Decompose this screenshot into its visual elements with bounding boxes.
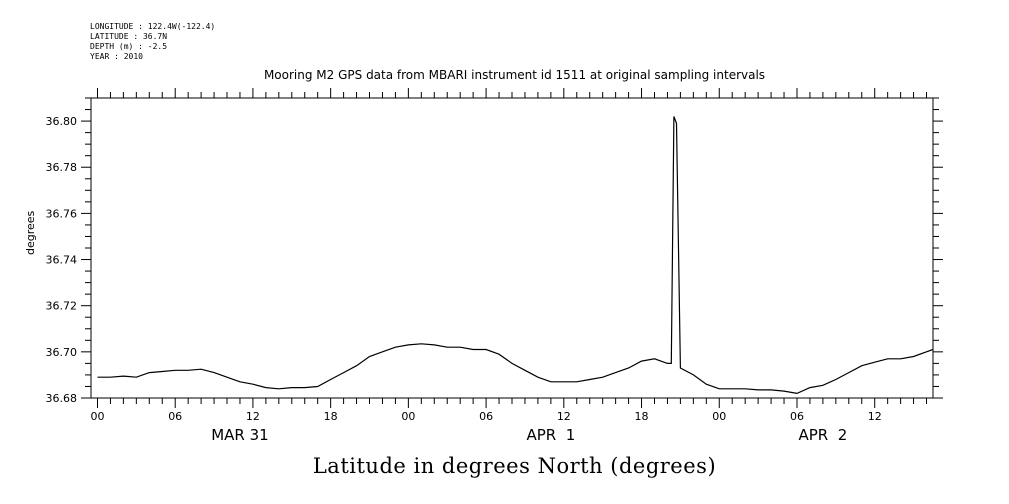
date-label: MAR 31 xyxy=(211,426,268,444)
y-tick-label: 36.76 xyxy=(46,207,78,220)
x-tick-label: 18 xyxy=(324,410,338,423)
y-tick-label: 36.72 xyxy=(46,300,78,313)
x-tick-label: 12 xyxy=(246,410,260,423)
metadata-longitude: LONGITUDE : 122.4W(-122.4) xyxy=(90,22,216,31)
x-tick-label: 12 xyxy=(868,410,882,423)
x-tick-label: 06 xyxy=(790,410,804,423)
metadata-block: LONGITUDE : 122.4W(-122.4) LATITUDE : 36… xyxy=(90,22,215,62)
chart-title: Mooring M2 GPS data from MBARI instrumen… xyxy=(263,68,766,82)
metadata-year: YEAR : 2010 xyxy=(90,52,143,61)
y-tick-label: 36.70 xyxy=(46,346,78,359)
x-tick-label: 00 xyxy=(401,410,415,423)
y-tick-label: 36.68 xyxy=(46,392,78,405)
series-line xyxy=(97,116,934,395)
metadata-depth: DEPTH (m) : -2.5 xyxy=(90,42,168,51)
x-tick-label: 06 xyxy=(168,410,182,423)
x-tick-label: 00 xyxy=(90,410,104,423)
date-label: APR 1 xyxy=(526,426,575,444)
y-tick-label: 36.80 xyxy=(46,115,78,128)
y-tick-label: 36.78 xyxy=(46,161,78,174)
x-tick-label: 12 xyxy=(557,410,571,423)
x-axis-title: Latitude in degrees North (degrees) xyxy=(312,454,717,478)
metadata-latitude: LATITUDE : 36.7N xyxy=(90,32,168,41)
date-label: APR 2 xyxy=(798,426,847,444)
x-tick-label: 00 xyxy=(712,410,726,423)
plot-frame xyxy=(90,97,934,399)
x-tick-label: 18 xyxy=(635,410,649,423)
y-tick-label: 36.74 xyxy=(46,254,78,267)
x-tick-label: 06 xyxy=(479,410,493,423)
